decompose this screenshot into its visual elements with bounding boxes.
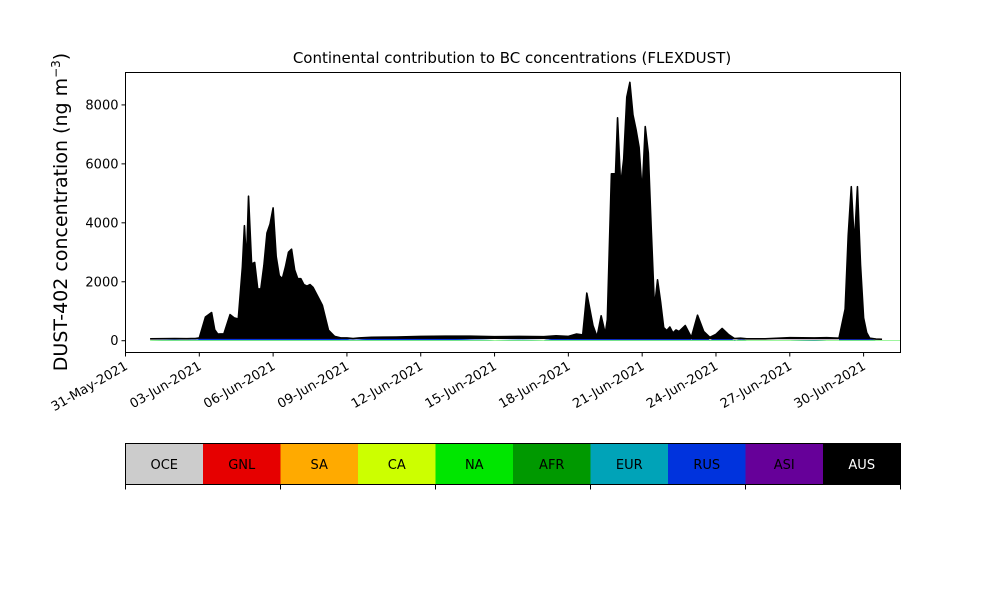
y-tick-label: 2000 bbox=[85, 275, 118, 290]
legend-label-oce: OCE bbox=[150, 458, 178, 473]
legend-frame bbox=[125, 443, 901, 485]
legend-label-aus: AUS bbox=[848, 458, 875, 473]
x-tick-label: 24-Jun-2021 bbox=[644, 359, 721, 412]
x-tick-label: 06-Jun-2021 bbox=[201, 359, 278, 412]
legend: OCE GNL SA CA NA AFR EUR RUS ASI AUS bbox=[125, 443, 901, 490]
chart-title: Continental contribution to BC concentra… bbox=[293, 49, 731, 67]
x-tick-label: 15-Jun-2021 bbox=[423, 359, 500, 412]
y-tick-label: 0 bbox=[110, 334, 118, 349]
plot-frame bbox=[125, 72, 901, 353]
legend-label-eur: EUR bbox=[616, 458, 643, 473]
legend-label-ca: CA bbox=[388, 458, 406, 473]
x-tick-label: 18-Jun-2021 bbox=[497, 359, 574, 412]
legend-label-rus: RUS bbox=[693, 458, 720, 473]
x-tick-label: 30-Jun-2021 bbox=[792, 359, 869, 412]
y-tick-label: 6000 bbox=[85, 157, 118, 172]
x-tick-label: 27-Jun-2021 bbox=[718, 359, 795, 412]
legend-swatch-rus bbox=[668, 443, 746, 485]
legend-swatch-afr bbox=[513, 443, 591, 485]
legend-swatch-gnl bbox=[203, 443, 281, 485]
x-axis-ticks: 31-May-202103-Jun-202106-Jun-202109-Jun-… bbox=[49, 352, 869, 415]
y-axis-label: DUST-402 concentration (ng m−3) bbox=[49, 53, 72, 371]
legend-label-afr: AFR bbox=[539, 458, 564, 473]
x-tick-label: 12-Jun-2021 bbox=[349, 359, 426, 412]
y-tick-label: 8000 bbox=[85, 98, 118, 113]
area-aus bbox=[150, 82, 883, 340]
legend-label-sa: SA bbox=[311, 458, 328, 473]
y-axis-ticks: 0 2000 4000 6000 8000 bbox=[85, 98, 126, 349]
x-tick-label: 21-Jun-2021 bbox=[570, 359, 647, 412]
x-tick-label: 09-Jun-2021 bbox=[275, 359, 352, 412]
legend-swatch-na bbox=[435, 443, 513, 485]
legend-label-na: NA bbox=[465, 458, 484, 473]
legend-swatch-aus bbox=[823, 443, 901, 485]
legend-swatch-asi bbox=[745, 443, 823, 485]
y-tick-label: 4000 bbox=[85, 216, 118, 231]
stacked-areas bbox=[150, 82, 901, 341]
total-line bbox=[150, 81, 883, 341]
legend-label-gnl: GNL bbox=[228, 458, 256, 473]
x-tick-label: 03-Jun-2021 bbox=[127, 359, 204, 412]
total-line-group bbox=[150, 81, 883, 341]
legend-swatch-oce bbox=[125, 443, 203, 485]
legend-swatch-ca bbox=[358, 443, 436, 485]
legend-swatch-sa bbox=[280, 443, 358, 485]
legend-swatch-eur bbox=[590, 443, 668, 485]
legend-label-asi: ASI bbox=[774, 458, 795, 473]
